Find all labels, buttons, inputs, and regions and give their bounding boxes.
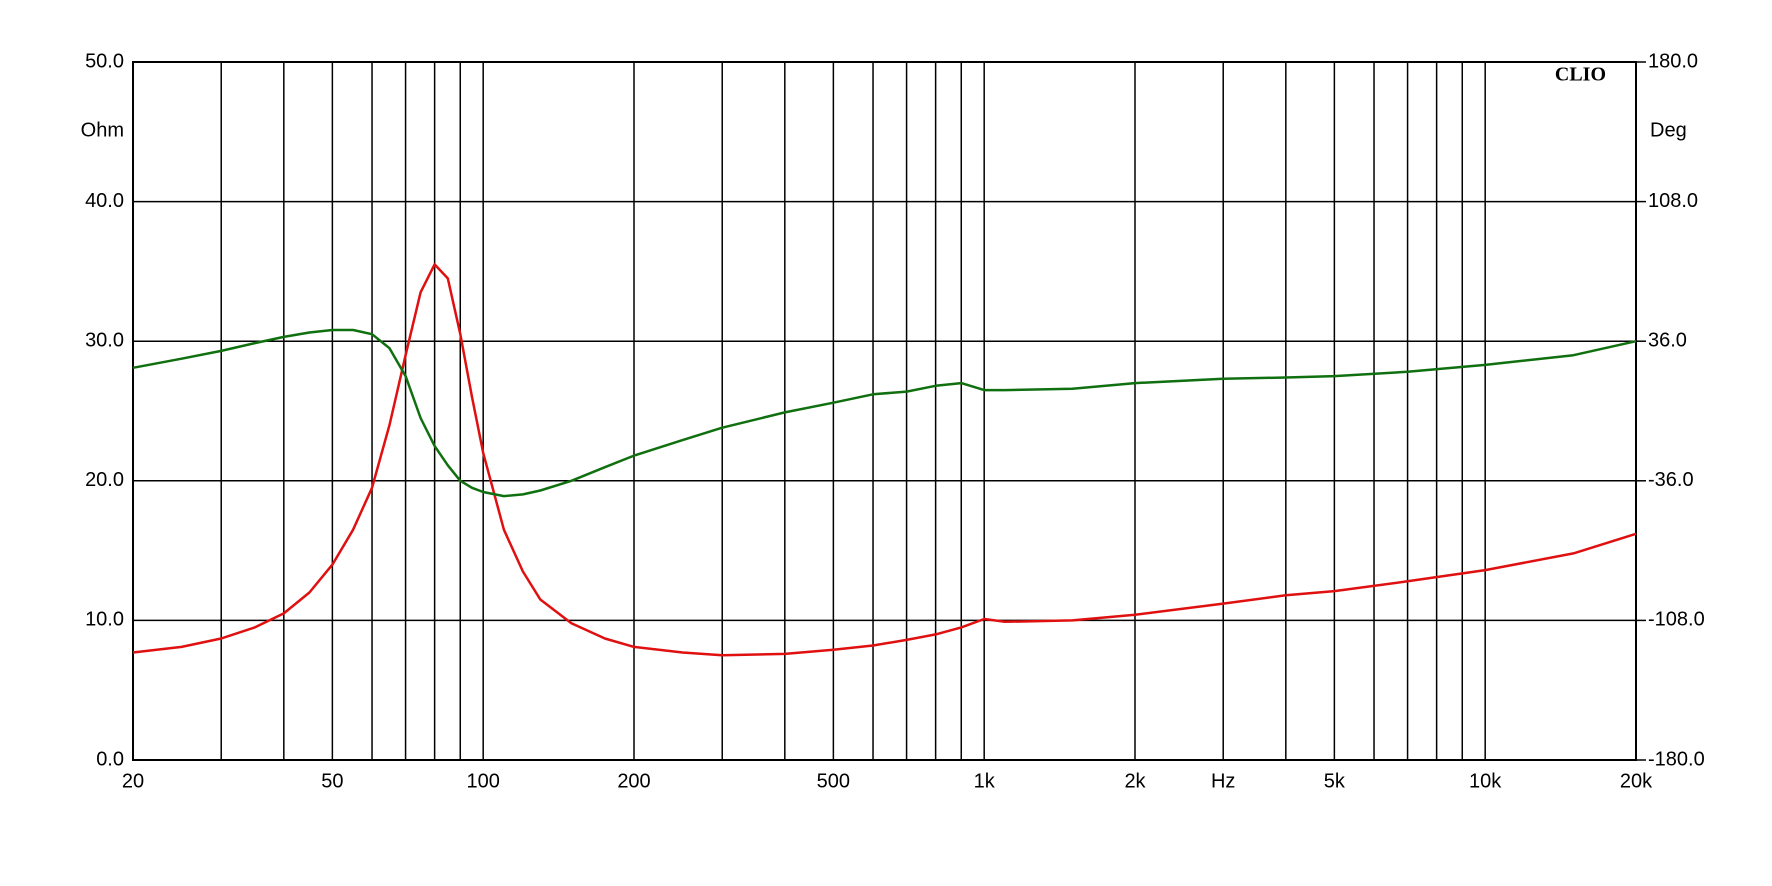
x-tick-label: 50: [321, 770, 343, 792]
y2-tick-label: 36.0: [1648, 329, 1687, 351]
y-tick-label: 30.0: [85, 329, 124, 351]
x-tick-label: 200: [617, 770, 650, 792]
y-tick-label: 20.0: [85, 469, 124, 491]
y-tick-label: 10.0: [85, 609, 124, 631]
x-tick-label: 100: [466, 770, 499, 792]
y2-tick-label: 180.0: [1648, 50, 1698, 72]
x-tick-label: 20k: [1620, 770, 1653, 792]
y-tick-label: 50.0: [85, 50, 124, 72]
y2-axis-label: Deg: [1650, 119, 1687, 141]
data-line: [132, 328, 1637, 498]
x-tick-label: 500: [817, 770, 850, 792]
y-axis-label: Ohm: [81, 119, 124, 141]
y-tick-label: 0.0: [96, 748, 124, 770]
x-tick-label: 5k: [1324, 770, 1346, 792]
y-tick-label: 40.0: [85, 190, 124, 212]
y2-tick-label: -108.0: [1648, 609, 1705, 631]
data-line: [132, 263, 1637, 657]
y2-tick-label: -180.0: [1648, 748, 1705, 770]
x-tick-label: 20: [122, 770, 144, 792]
x-tick-label: 2k: [1124, 770, 1146, 792]
plot-frame: [132, 61, 1637, 761]
brand-label: CLIO: [1555, 64, 1606, 86]
x-tick-label: 10k: [1469, 770, 1502, 792]
x-tick-label: 1k: [974, 770, 996, 792]
y2-tick-label: 108.0: [1648, 190, 1698, 212]
x-tick-label: Hz: [1211, 770, 1235, 792]
y2-tick-label: -36.0: [1648, 469, 1694, 491]
